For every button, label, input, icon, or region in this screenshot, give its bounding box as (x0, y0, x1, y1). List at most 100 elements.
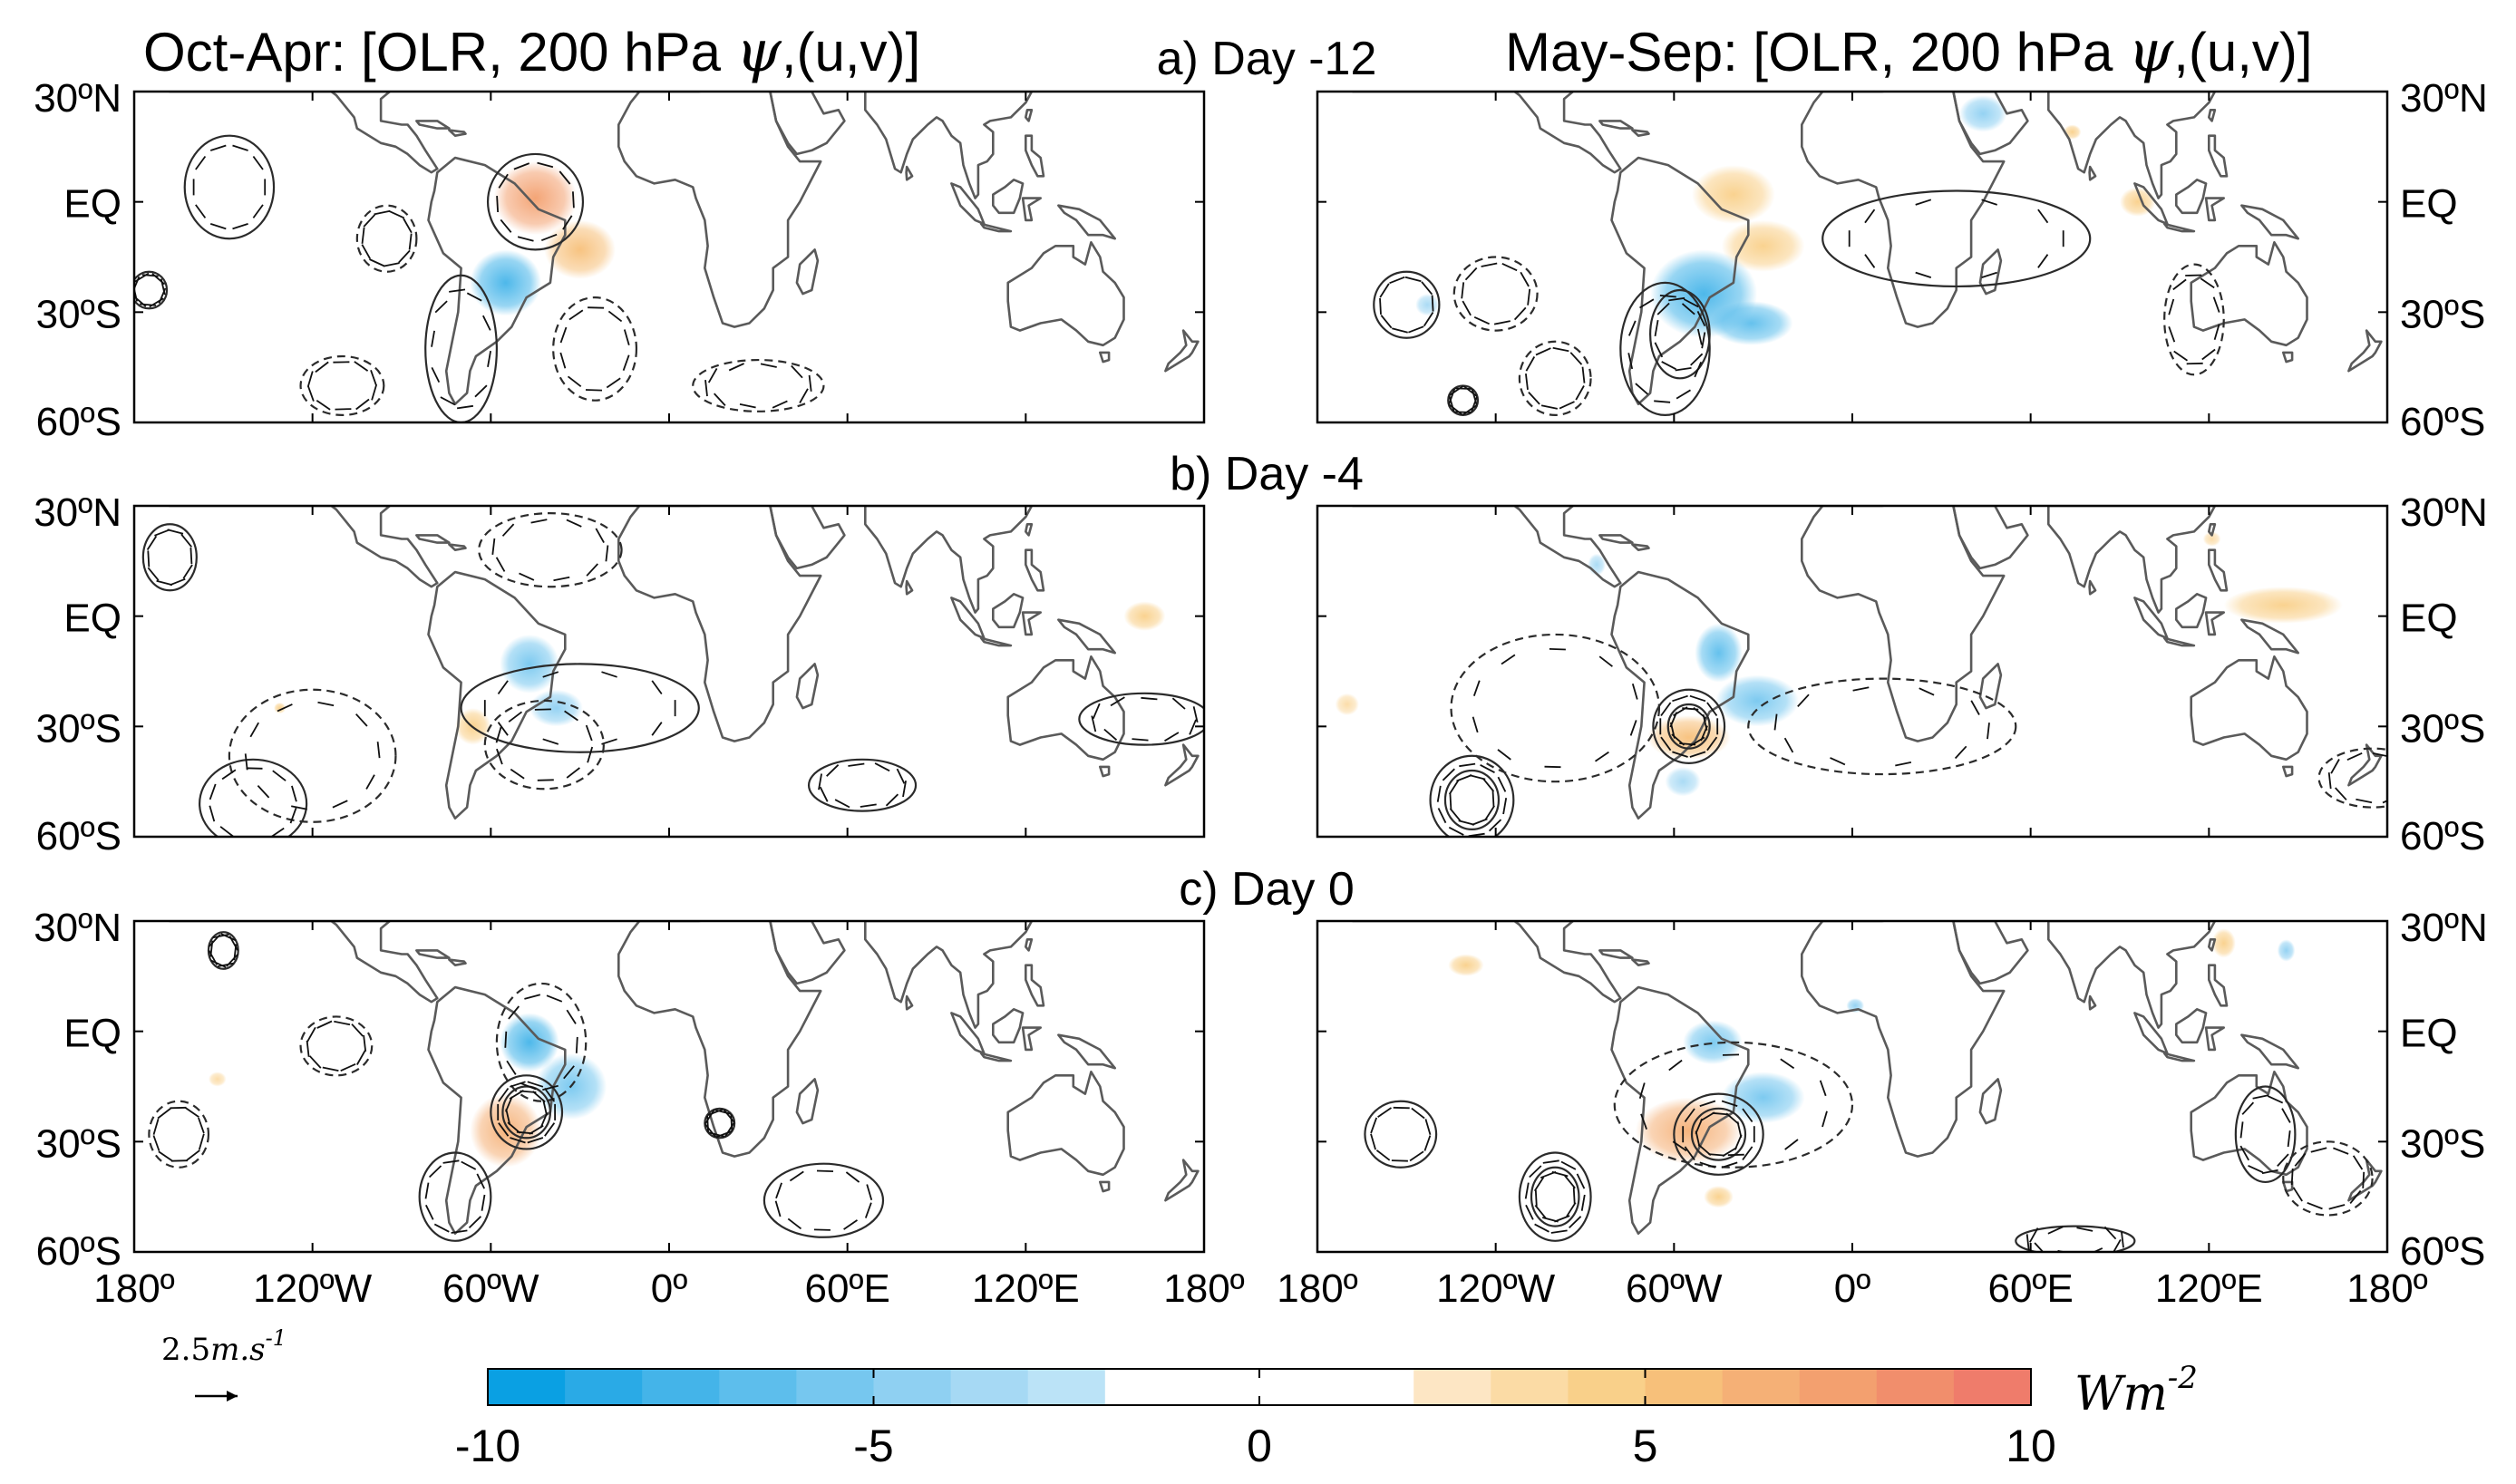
wind-vector (403, 218, 413, 234)
wind-vector (559, 170, 571, 185)
coastline-south-america (427, 570, 567, 820)
wind-vector (1635, 383, 1649, 395)
psi-contour-positive (1652, 688, 1726, 764)
wind-vector (540, 233, 558, 242)
coastline-japan (2239, 477, 2271, 502)
coastline-hispaniola (448, 958, 467, 966)
psi-contour-negative (495, 982, 588, 1102)
wind-vector (2330, 759, 2340, 774)
wind-vector (586, 563, 598, 577)
wind-vector (2252, 1094, 2269, 1100)
wind-vector (1502, 798, 1508, 815)
wind-vector (361, 244, 371, 259)
wind-vector (355, 398, 370, 411)
olr-negative-anomaly (500, 634, 559, 694)
wind-vector (1471, 389, 1478, 405)
coastline-north-america (169, 921, 439, 1004)
psi-contour-positive (501, 1085, 551, 1140)
wind-vector (498, 1087, 510, 1102)
coastline-india (864, 506, 1034, 614)
coastline-india (864, 921, 1034, 1029)
coastline-borneo (992, 1008, 1025, 1044)
coastline-sri-lanka (905, 165, 914, 181)
wind-vector (2213, 324, 2220, 341)
wind-vector (306, 1040, 310, 1057)
coastline-madagascar (795, 248, 820, 296)
wind-vector (1569, 1216, 1582, 1229)
wind-vector (601, 671, 617, 678)
coastline-madagascar (795, 1078, 820, 1125)
wind-vector (2352, 1155, 2364, 1170)
wind-vector (1520, 271, 1530, 287)
wind-vector (306, 371, 314, 387)
wind-vector (1954, 745, 1967, 760)
wind-vector (244, 753, 248, 771)
wind-vector (517, 236, 534, 242)
wind-vector (316, 1020, 333, 1029)
psi-contour-positive (1690, 1107, 1747, 1161)
wind-vector (431, 367, 441, 383)
wind-vector (496, 196, 499, 213)
wind-vector (2037, 254, 2049, 268)
wind-vector (544, 1087, 556, 1102)
coastline-philippines (1025, 964, 1045, 1007)
psi-contour-negative (2282, 1140, 2374, 1217)
wind-vector (1534, 1189, 1538, 1207)
psi-contour-positive (807, 758, 918, 812)
panel-content (141, 506, 1204, 837)
colorbar-segment (1413, 1369, 1491, 1405)
wind-vector (497, 722, 509, 736)
wind-vector (1697, 1143, 1712, 1156)
colorbar-segment (1876, 1369, 1955, 1405)
coastline-australia (1006, 1071, 1125, 1177)
coastline-australia (1006, 241, 1125, 347)
colorbar-segment (1722, 1369, 1801, 1405)
panel-may-sep-day-0 (1316, 919, 2389, 1254)
wind-vector (1559, 401, 1575, 410)
wind-vector (1534, 1205, 1547, 1219)
panel-background (134, 506, 1204, 837)
colorbar-segment (950, 1369, 1029, 1405)
wind-vector (370, 369, 377, 386)
wind-vector (1493, 320, 1511, 325)
wind-vector (813, 1228, 831, 1231)
x-tick-label: 120ºW (253, 1266, 372, 1311)
wind-vector (316, 400, 331, 411)
wind-vector (500, 218, 512, 233)
wind-vector (351, 1023, 364, 1037)
psi-contour-negative (483, 699, 605, 790)
colorbar-tick-label: 0 (1247, 1421, 1272, 1471)
wind-vector (340, 1062, 356, 1072)
olr-positive-anomaly (470, 1093, 542, 1168)
wind-vector (843, 1219, 859, 1230)
wind-vector (651, 680, 663, 695)
wind-vector (2290, 1168, 2294, 1186)
wind-vector (1694, 361, 1703, 378)
wind-vector (542, 738, 559, 745)
wind-vector (2121, 1231, 2124, 1248)
coastline-south-america (1610, 156, 1750, 405)
coastline-sulawesi (2204, 197, 2225, 222)
coastline-taiwan (2208, 109, 2217, 122)
wind-vector (2333, 1147, 2349, 1155)
coastline-india (2047, 92, 2217, 199)
wind-vector (506, 1060, 517, 1075)
wind-vector (291, 805, 307, 810)
wind-vector (398, 249, 411, 264)
wind-vector (1456, 774, 1472, 782)
coastline-sri-lanka (2088, 994, 2097, 1011)
wind-vector (1449, 385, 1464, 396)
wind-vector (896, 768, 906, 784)
colorbar-segment (1799, 1369, 1878, 1405)
wind-vector (537, 161, 554, 169)
row-label-a: a) Day -12 (1157, 33, 1377, 85)
psi-contour-positive (2015, 1225, 2136, 1252)
wind-vector (428, 1165, 442, 1178)
wind-vector (2029, 1227, 2039, 1243)
psi-contour-positive (460, 663, 700, 753)
coastline-philippines (1025, 548, 1045, 592)
panel-ticks (1316, 91, 2388, 423)
wind-vector (530, 519, 548, 524)
wind-vector (1659, 295, 1676, 298)
wind-vector (180, 533, 192, 548)
